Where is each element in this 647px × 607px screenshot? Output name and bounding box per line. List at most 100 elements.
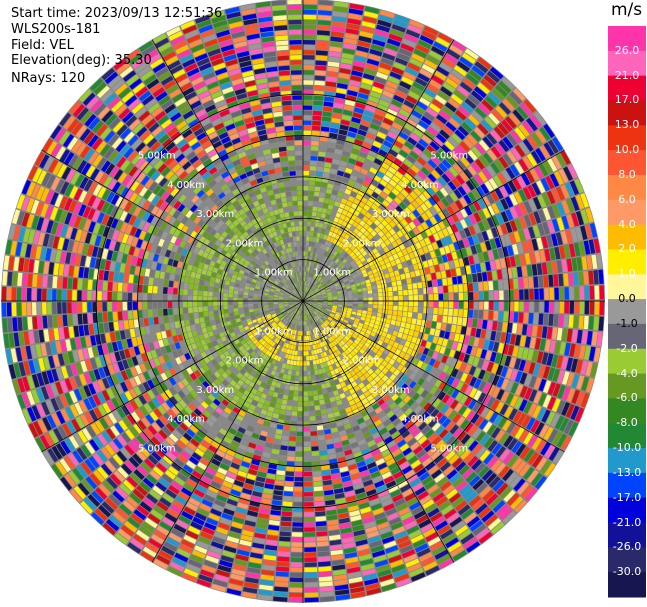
velocity-gate [360, 316, 366, 321]
velocity-gate [529, 168, 540, 181]
velocity-gate [424, 392, 433, 402]
velocity-gate [409, 372, 417, 380]
velocity-gate [321, 261, 326, 266]
velocity-gate [303, 411, 309, 417]
velocity-gate [303, 401, 309, 406]
velocity-gate [292, 401, 298, 406]
velocity-gate [569, 343, 576, 357]
velocity-gate [307, 302, 313, 304]
velocity-gate [317, 253, 321, 259]
velocity-gate [446, 48, 461, 60]
velocity-gate [371, 281, 376, 286]
velocity-gate [522, 156, 533, 169]
velocity-gate [324, 286, 330, 290]
velocity-gate [323, 302, 328, 304]
velocity-gate [467, 165, 477, 176]
velocity-gate [395, 57, 408, 66]
velocity-gate [441, 323, 447, 331]
velocity-gate [443, 285, 448, 293]
velocity-gate [417, 39, 432, 50]
velocity-gate [344, 33, 358, 40]
velocity-gate [364, 176, 373, 183]
velocity-gate [463, 227, 472, 237]
velocity-gate [360, 146, 370, 154]
velocity-gate [296, 441, 303, 447]
velocity-gate [307, 386, 313, 391]
velocity-gate [474, 86, 487, 99]
velocity-gate [575, 226, 583, 241]
velocity-gate [412, 283, 418, 289]
velocity-gate [329, 314, 334, 319]
velocity-gate [524, 374, 533, 387]
velocity-gate [590, 362, 598, 378]
velocity-gate [315, 415, 322, 421]
velocity-gate [340, 313, 346, 317]
velocity-gate [425, 365, 433, 373]
velocity-gate [307, 266, 310, 272]
velocity-gate [303, 40, 316, 45]
velocity-gate [521, 324, 528, 336]
velocity-gate [325, 152, 334, 159]
velocity-gate [462, 275, 468, 284]
velocity-gate [514, 127, 526, 141]
velocity-gate [486, 205, 495, 217]
velocity-gate [514, 255, 521, 266]
velocity-gate [348, 321, 353, 326]
velocity-gate [313, 100, 323, 106]
velocity-gate [358, 274, 364, 280]
velocity-gate [500, 332, 507, 343]
velocity-gate [330, 287, 336, 290]
velocity-gate [501, 169, 511, 182]
velocity-gate [352, 143, 362, 151]
velocity-gate [310, 226, 315, 232]
velocity-gate [547, 205, 556, 219]
velocity-gate [400, 43, 414, 53]
velocity-gate [378, 149, 388, 157]
velocity-gate [448, 260, 455, 269]
velocity-gate [295, 371, 300, 376]
velocity-gate [368, 274, 374, 279]
velocity-gate [455, 370, 464, 380]
velocity-gate [315, 55, 328, 61]
velocity-gate [304, 572, 318, 578]
velocity-gate [381, 235, 388, 242]
velocity-gate [401, 76, 414, 86]
velocity-gate [303, 406, 309, 411]
velocity-gate [303, 155, 310, 161]
velocity-gate [598, 316, 604, 331]
velocity-gate [326, 265, 331, 270]
velocity-gate [342, 276, 348, 281]
velocity-gate [314, 222, 320, 228]
velocity-gate [346, 162, 355, 170]
velocity-gate [421, 134, 432, 144]
velocity-gate [332, 107, 343, 114]
velocity-gate [411, 277, 417, 284]
velocity-gate [433, 70, 447, 81]
velocity-gate [515, 443, 527, 457]
velocity-gate [496, 364, 504, 376]
velocity-gate [349, 153, 358, 160]
velocity-gate [465, 73, 479, 85]
velocity-gate [313, 299, 318, 301]
velocity-gate [493, 280, 499, 290]
velocity-gate [310, 292, 315, 295]
velocity-gate [370, 277, 376, 283]
velocity-gate [322, 315, 327, 320]
velocity-gate [584, 301, 590, 315]
velocity-gate [433, 232, 440, 241]
velocity-gate [486, 149, 498, 161]
velocity-gate [407, 283, 413, 290]
velocity-gate [335, 246, 341, 252]
velocity-gate [388, 296, 393, 301]
velocity-gate [339, 214, 346, 221]
velocity-gate [575, 194, 585, 210]
velocity-gate [348, 207, 355, 214]
velocity-gate [500, 198, 509, 210]
velocity-gate [420, 389, 429, 399]
velocity-gate [289, 592, 303, 598]
velocity-gate [392, 122, 403, 131]
velocity-gate [396, 356, 403, 364]
velocity-gate [540, 177, 550, 192]
velocity-gate [459, 362, 467, 372]
velocity-gate [285, 471, 294, 477]
